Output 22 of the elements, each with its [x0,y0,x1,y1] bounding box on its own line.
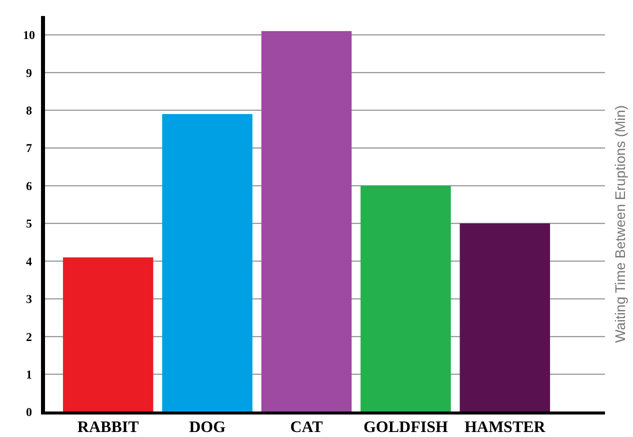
x-tick-label: CAT [290,419,324,436]
bar [460,223,550,412]
y-tick-label: 5 [26,216,32,231]
y-tick-label: 10 [23,28,35,42]
y-tick-label: 1 [26,367,32,382]
y-tick-label: 0 [26,405,32,420]
y-tick-label: 9 [26,66,32,80]
bar [360,186,451,412]
bar [162,114,252,412]
bar [62,257,154,412]
y-tick-label: 3 [26,292,32,306]
y-tick-label: 8 [26,103,32,118]
y-axis-title: Waiting Time Between Eruptions (Min) [612,105,628,343]
bar [261,31,352,412]
y-tick-label: 6 [26,178,32,193]
y-tick-label: 2 [26,330,32,344]
x-tick-label: RABBIT [77,419,140,436]
x-tick-label: GOLDFISH [363,419,448,436]
x-tick-label: DOG [189,419,226,436]
y-tick-label: 7 [26,141,32,156]
y-tick-label: 4 [26,254,32,268]
x-tick-label: HAMSTER [464,419,546,436]
